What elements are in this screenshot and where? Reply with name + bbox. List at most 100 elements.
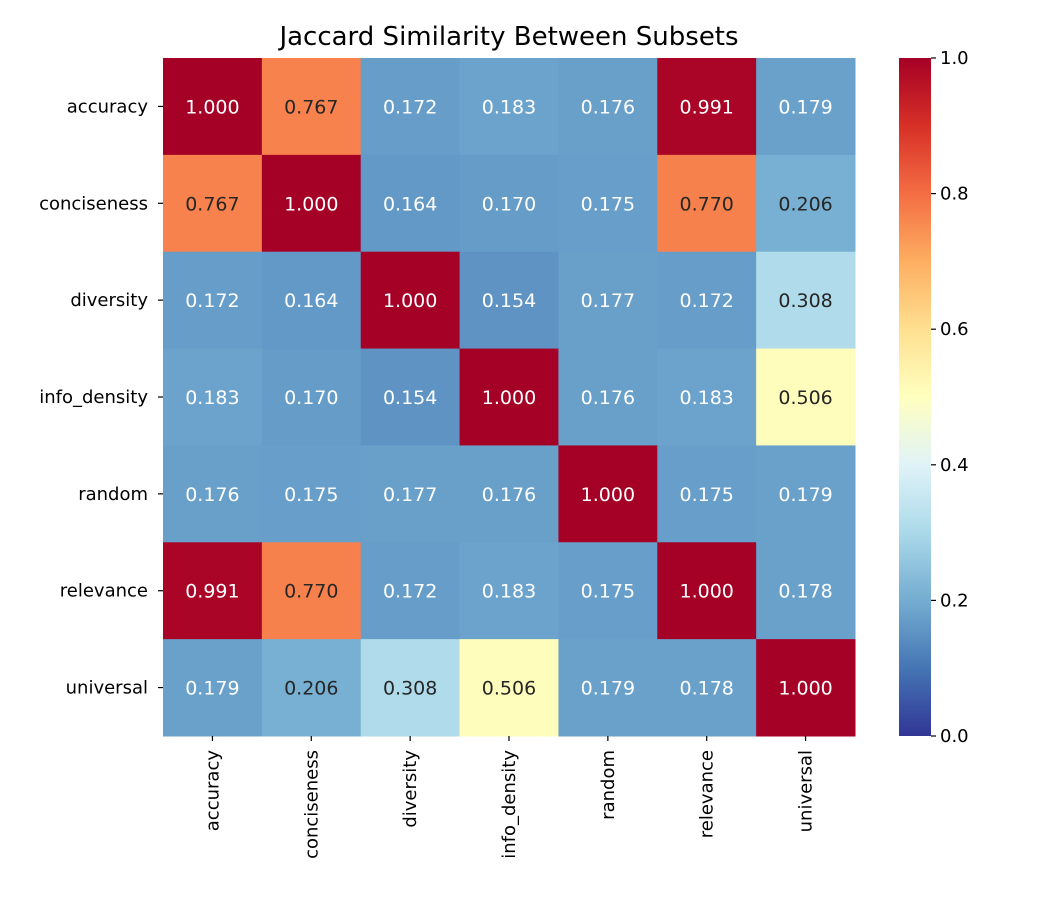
heatmap-cell [756, 58, 856, 156]
heatmap-cell [459, 154, 559, 253]
cell-value-label: 1.000 [680, 581, 734, 603]
heatmap-cell [163, 348, 263, 446]
heatmap-cell [459, 445, 559, 543]
colorbar-tick-label: 0.2 [940, 590, 969, 611]
cell-value-label: 0.770 [284, 581, 338, 603]
heatmap-cell [756, 251, 856, 350]
heatmap-cell [360, 154, 461, 253]
heatmap-cell [360, 348, 461, 446]
heatmap-cell [657, 639, 757, 737]
cell-value-label: 0.206 [284, 678, 338, 700]
cell-value-label: 0.176 [581, 96, 635, 118]
heatmap-cell [163, 542, 263, 640]
cell-value-label: 0.177 [581, 290, 635, 312]
y-tick-label: accuracy [67, 96, 149, 117]
cell-value-label: 0.991 [680, 96, 734, 118]
x-tick-label: accuracy [202, 750, 223, 832]
heatmap-cell [558, 348, 658, 446]
cell-value-label: 0.177 [383, 484, 437, 506]
cell-value-label: 0.767 [284, 96, 338, 118]
cell-value-label: 0.770 [680, 193, 734, 215]
cell-value-label: 0.154 [383, 387, 437, 409]
y-axis: accuracy conciseness diversity info_density… [39, 96, 163, 699]
cell-value-label: 0.506 [778, 387, 832, 409]
heatmap-cell [558, 445, 658, 543]
heatmap-cell [261, 154, 362, 253]
cell-value-label: 0.176 [581, 387, 635, 409]
cell-value-label: 0.183 [185, 387, 239, 409]
heatmap-cell [163, 639, 263, 737]
cell-value-label: 1.000 [581, 484, 635, 506]
heatmap-cells: 1.000 0.767 0.172 0.183 0.176 0.991 0.179 0.767… [163, 58, 856, 737]
y-tick-label: conciseness [39, 193, 148, 214]
heatmap-cell [558, 154, 658, 253]
cell-value-label: 0.308 [778, 290, 832, 312]
heatmap-cell [459, 58, 559, 156]
y-tick-label: relevance [60, 581, 148, 602]
colorbar-tick-label: 0.6 [940, 319, 969, 340]
heatmap-cell [657, 542, 757, 640]
cell-value-label: 0.170 [284, 387, 338, 409]
cell-value-label: 0.176 [482, 484, 536, 506]
cell-value-label: 0.506 [482, 678, 536, 700]
x-tick-label: relevance [697, 750, 718, 838]
heatmap-cell [163, 58, 263, 156]
colorbar-tick-label: 0.4 [940, 455, 969, 476]
heatmap-cell [459, 542, 559, 640]
heatmap-cell [756, 445, 856, 543]
cell-value-label: 0.176 [185, 484, 239, 506]
heatmap-cell [756, 542, 856, 640]
heatmap-cell [657, 445, 757, 543]
cell-value-label: 0.183 [482, 96, 536, 118]
cell-value-label: 0.179 [581, 678, 635, 700]
y-tick-label: diversity [70, 290, 148, 311]
heatmap-cell [163, 445, 263, 543]
x-tick-label: universal [796, 750, 817, 832]
cell-value-label: 0.175 [581, 581, 635, 603]
x-tick-label: diversity [400, 750, 421, 828]
cell-value-label: 0.175 [680, 484, 734, 506]
heatmap-cell [360, 251, 461, 350]
heatmap-cell [261, 445, 362, 543]
cell-value-label: 0.179 [185, 678, 239, 700]
y-tick-label: random [78, 484, 148, 505]
cell-value-label: 0.175 [284, 484, 338, 506]
cell-value-label: 0.172 [680, 290, 734, 312]
cell-value-label: 0.179 [778, 96, 832, 118]
cell-value-label: 0.991 [185, 581, 239, 603]
cell-value-label: 0.206 [778, 193, 832, 215]
y-tick-label: universal [66, 678, 148, 699]
heatmap-cell [558, 58, 658, 156]
cell-value-label: 1.000 [383, 290, 437, 312]
x-tick-label: conciseness [301, 750, 322, 859]
cell-value-label: 0.178 [778, 581, 832, 603]
cell-value-label: 0.308 [383, 678, 437, 700]
y-tick-label: info_density [39, 387, 148, 408]
heatmap-cell [756, 639, 856, 737]
cell-value-label: 0.172 [185, 290, 239, 312]
heatmap-cell [756, 154, 856, 253]
heatmap-cell [261, 639, 362, 737]
heatmap-cell [657, 58, 757, 156]
colorbar-tick-label: 1.0 [940, 48, 969, 69]
cell-value-label: 1.000 [778, 678, 832, 700]
heatmap-cell [360, 445, 461, 543]
cell-value-label: 0.179 [778, 484, 832, 506]
heatmap-cell [657, 251, 757, 350]
heatmap-cell [360, 58, 461, 156]
cell-value-label: 0.154 [482, 290, 536, 312]
heatmap-cell [459, 639, 559, 737]
cell-value-label: 1.000 [482, 387, 536, 409]
cell-value-label: 1.000 [185, 96, 239, 118]
cell-value-label: 0.178 [680, 678, 734, 700]
x-tick-label: random [598, 750, 619, 820]
cell-value-label: 0.175 [581, 193, 635, 215]
x-tick-label: info_density [499, 750, 520, 859]
heatmap-cell [558, 542, 658, 640]
heatmap-cell [459, 251, 559, 350]
cell-value-label: 0.172 [383, 581, 437, 603]
cell-value-label: 0.183 [680, 387, 734, 409]
heatmap-cell [261, 251, 362, 350]
heatmap-cell [558, 251, 658, 350]
